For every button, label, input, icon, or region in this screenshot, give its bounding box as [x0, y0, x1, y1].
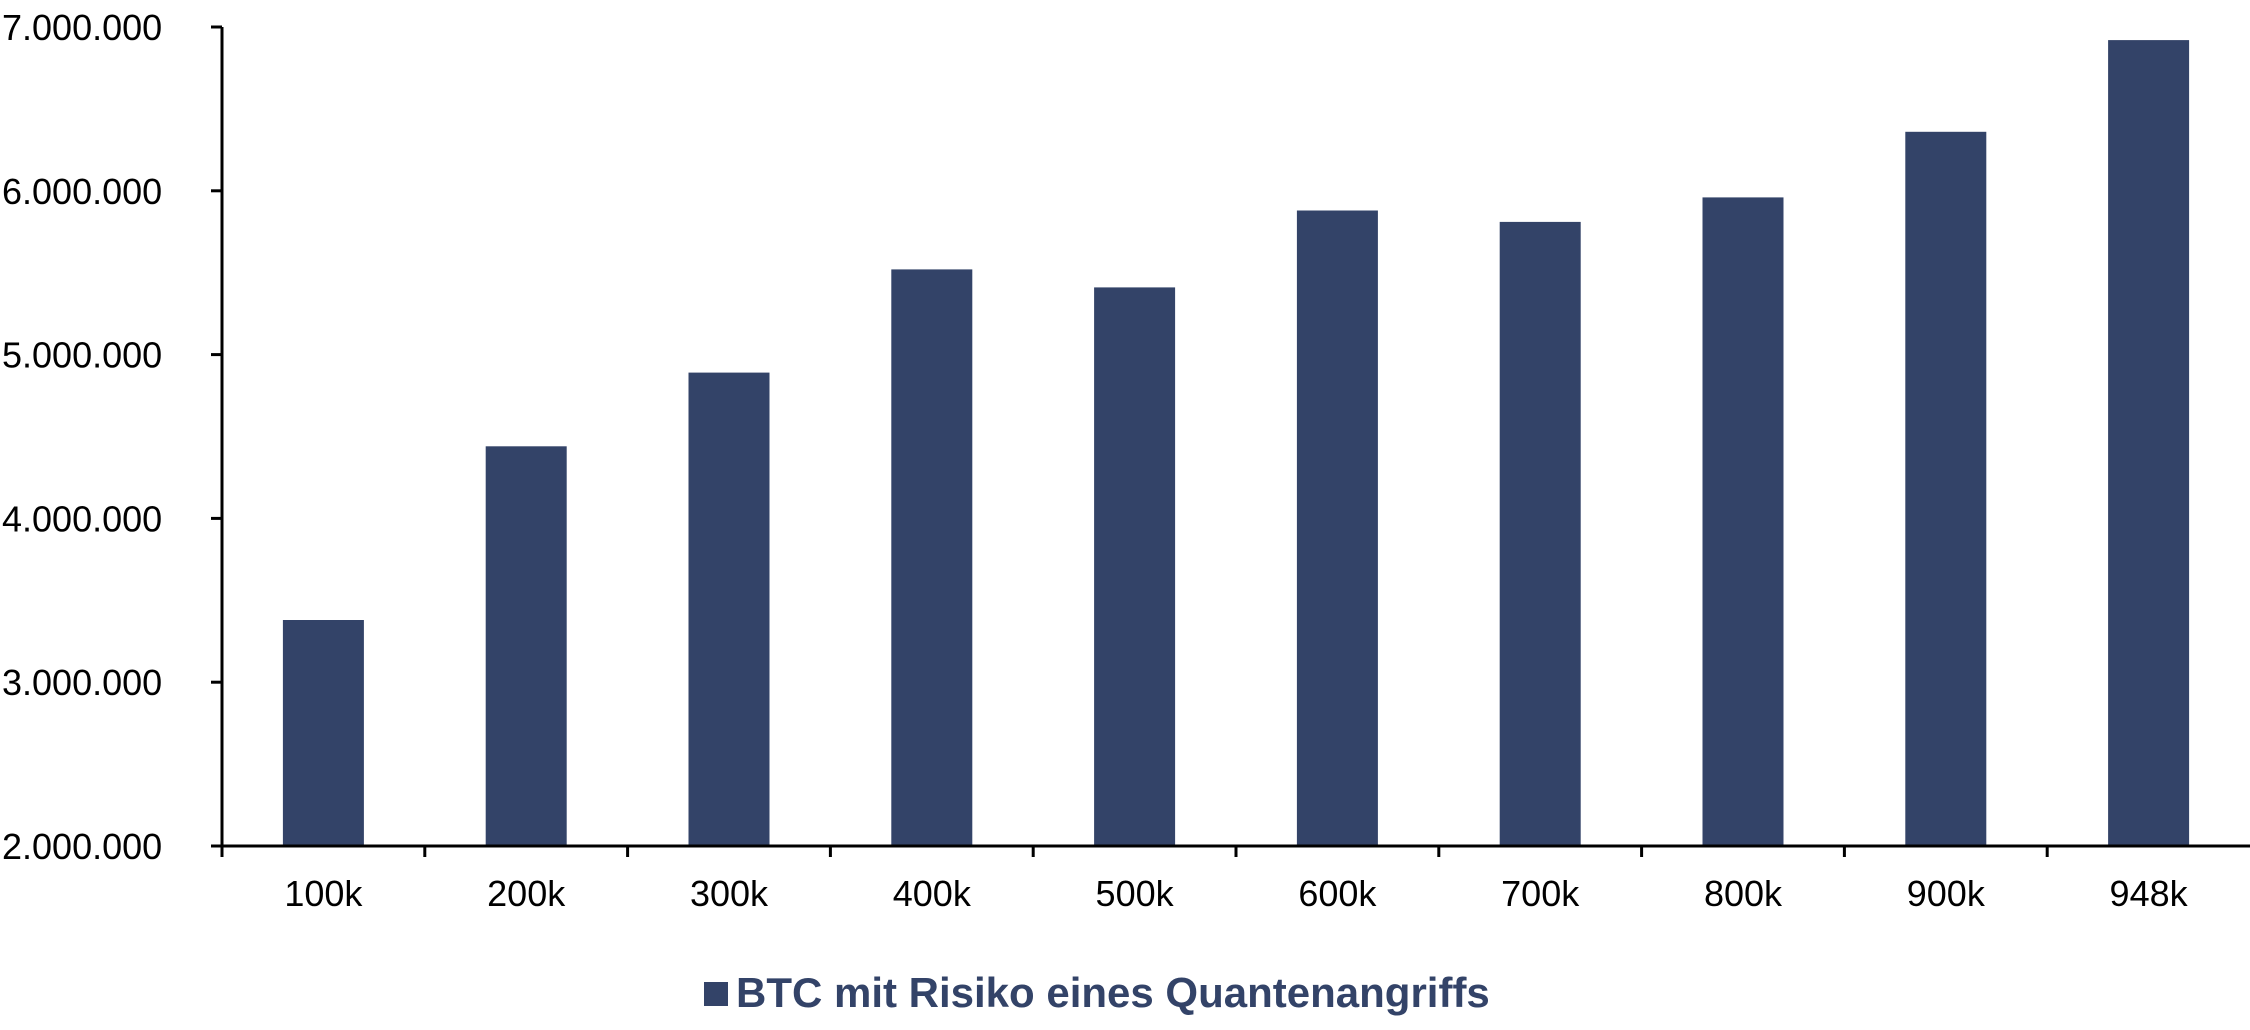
- y-tick-label: 4.000.000: [2, 498, 162, 539]
- y-axis-ticks: 2.000.000 3.000.000 4.000.000 5.000.000 6.00…: [2, 7, 222, 867]
- bar-800k: [1702, 197, 1784, 846]
- bar-300k: [688, 372, 770, 846]
- x-tick-label: 200k: [487, 873, 566, 914]
- bar-200k: [485, 446, 567, 846]
- bar-900k: [1905, 131, 1987, 847]
- legend: BTC mit Risiko eines Quantenangriffs: [704, 969, 1490, 1016]
- y-tick-label: 3.000.000: [2, 662, 162, 703]
- bar-948k: [2108, 40, 2190, 847]
- x-tick-label: 300k: [690, 873, 769, 914]
- y-tick-label: 5.000.000: [2, 335, 162, 376]
- legend-label: BTC mit Risiko eines Quantenangriffs: [736, 969, 1490, 1016]
- bar-500k: [1094, 287, 1176, 846]
- y-tick-label: 7.000.000: [2, 7, 162, 48]
- bar-600k: [1296, 210, 1378, 846]
- x-tick-label: 948k: [2110, 873, 2189, 914]
- y-tick-label: 6.000.000: [2, 171, 162, 212]
- x-tick-label: 500k: [1096, 873, 1175, 914]
- x-tick-label: 800k: [1704, 873, 1783, 914]
- x-tick-label: 700k: [1501, 873, 1580, 914]
- x-tick-label: 600k: [1298, 873, 1377, 914]
- bar-100k: [282, 620, 364, 846]
- x-tick-label: 100k: [284, 873, 363, 914]
- y-tick-label: 2.000.000: [2, 826, 162, 867]
- x-tick-label: 900k: [1907, 873, 1986, 914]
- x-tick-label: 400k: [893, 873, 972, 914]
- bar-700k: [1499, 221, 1581, 846]
- bars-group: [282, 40, 2190, 847]
- x-axis-ticks: 100k 200k 300k 400k 500k 600k 700k 800k 900k 948k: [220, 846, 2189, 914]
- legend-swatch: [704, 982, 728, 1006]
- bar-400k: [891, 269, 973, 846]
